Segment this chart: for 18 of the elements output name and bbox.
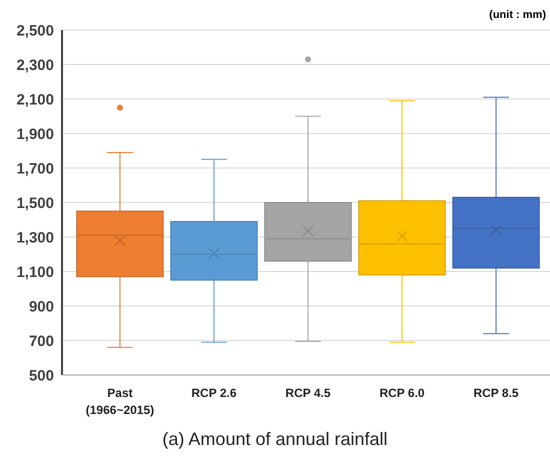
x-tick-label: RCP 4.5 [285, 386, 331, 400]
x-tick-label: RCP 6.0 [379, 386, 425, 400]
y-tick-label: 1,700 [16, 160, 54, 178]
y-tick-label: 500 [28, 367, 54, 384]
y-tick-label: 2,500 [16, 22, 54, 40]
y-tick-label: 1,500 [16, 194, 54, 212]
x-tick-label: Past (1966~2015) [86, 386, 154, 417]
text: (a) Amount of annual rainfall [162, 429, 388, 449]
y-tick-label: 1,300 [16, 229, 54, 246]
y-tick-label: 2,100 [16, 91, 54, 108]
y-tick-label: 900 [28, 298, 54, 316]
x-tick-label: RCP 8.5 [473, 386, 519, 400]
text: (unit : mm) [489, 9, 546, 21]
y-tick-label: 1,100 [16, 264, 54, 281]
y-tick-label: 700 [28, 332, 54, 350]
y-tick-label: 2,300 [16, 56, 54, 74]
x-tick-label: RCP 2.6 [191, 386, 237, 400]
y-tick-label: 1,900 [16, 126, 54, 143]
